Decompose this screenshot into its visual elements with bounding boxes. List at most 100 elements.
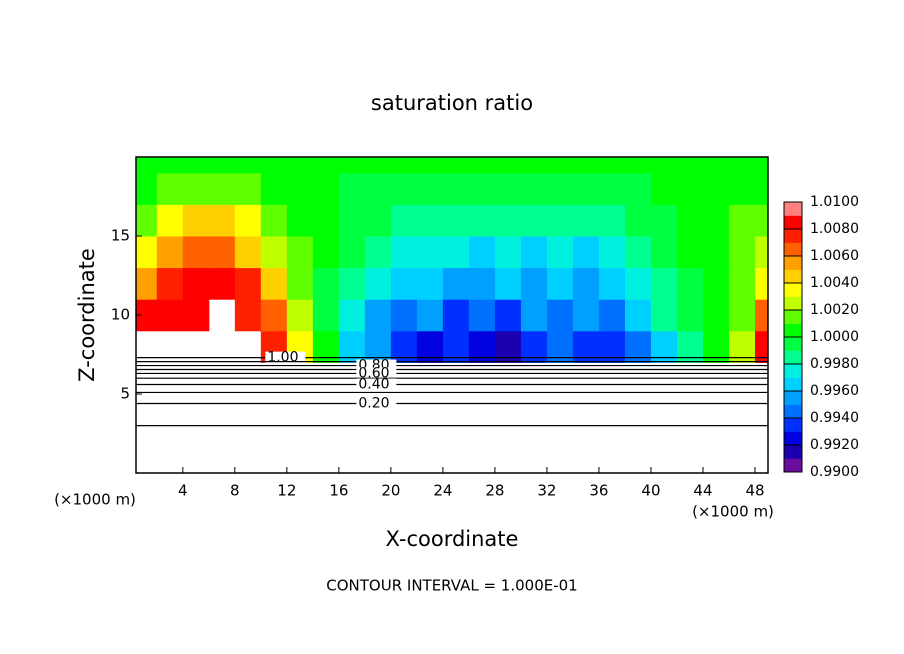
y-tick-label: 5 — [120, 385, 130, 403]
field-cell — [364, 157, 392, 174]
field-cell — [260, 267, 288, 300]
field-cell — [546, 157, 574, 174]
field-cell — [520, 267, 548, 300]
field-cell — [234, 267, 262, 300]
field-cell — [650, 157, 678, 174]
field-cell — [416, 157, 444, 174]
field-cell — [442, 204, 470, 237]
colorbar-band — [784, 229, 802, 243]
field-cell — [260, 299, 288, 332]
contour-label-bg — [356, 378, 397, 391]
field-cell — [546, 172, 574, 205]
field-cell — [754, 299, 768, 332]
field-cell — [494, 172, 522, 205]
field-cell — [312, 236, 340, 269]
field-cell — [650, 172, 678, 205]
field-cell — [728, 299, 756, 332]
field-cell — [338, 172, 366, 205]
field-cell — [572, 204, 600, 237]
y-axis-label: Z-coordinate — [75, 248, 99, 382]
colorbar-label: 1.0040 — [810, 275, 859, 291]
field-cell — [442, 236, 470, 269]
field-cell — [728, 172, 756, 205]
field-cell — [650, 267, 678, 300]
colorbar-band — [784, 283, 802, 297]
field-cell — [754, 267, 768, 300]
field-cell — [156, 204, 184, 237]
field-cell — [338, 157, 366, 174]
field-cell — [390, 267, 418, 300]
x-tick-label: 16 — [329, 482, 348, 500]
colorbar-label: 1.0060 — [810, 248, 859, 264]
field-cell — [598, 236, 626, 269]
field-cell — [728, 157, 756, 174]
field-cell — [702, 299, 730, 332]
colorbar-band — [784, 242, 802, 257]
x-unit: (×1000 m) — [54, 491, 136, 509]
field-cell — [286, 236, 314, 269]
field-cell — [208, 204, 236, 237]
field-cell — [520, 236, 548, 269]
field-cell — [442, 172, 470, 205]
colorbar-band — [784, 458, 802, 473]
field-cell — [312, 204, 340, 237]
field-cell — [676, 267, 704, 300]
field-cell — [364, 299, 392, 332]
field-cell — [728, 267, 756, 300]
field-cell — [156, 236, 184, 269]
colorbar-band — [784, 404, 802, 419]
field-cell — [416, 299, 444, 332]
contour-label: 0.40 — [358, 377, 389, 393]
colorbar-band — [784, 256, 802, 270]
field-cell — [702, 236, 730, 269]
field-cell — [624, 172, 652, 205]
field-cell — [416, 172, 444, 205]
field-cell — [182, 204, 210, 237]
field-cell — [702, 157, 730, 174]
field-cell — [546, 299, 574, 332]
x-tick-label: 12 — [277, 482, 296, 500]
field-cell — [338, 236, 366, 269]
field-cell — [390, 204, 418, 237]
contour-label-bg — [356, 397, 397, 410]
x-tick-label: 32 — [537, 482, 556, 500]
contour-label: 0.20 — [358, 395, 389, 411]
contour-label: 1.00 — [267, 350, 298, 366]
field-cell — [494, 267, 522, 300]
contour-label-bg — [265, 351, 306, 364]
field-cell — [754, 172, 768, 205]
field-cell — [390, 157, 418, 174]
field-cell — [676, 157, 704, 174]
field-cell — [754, 157, 768, 174]
contour-label-bg — [356, 367, 397, 380]
field-cell — [754, 330, 768, 363]
colorbar-band — [784, 202, 802, 216]
colorbar-label: 0.9980 — [810, 356, 859, 372]
field-cell — [702, 172, 730, 205]
field-cell — [156, 172, 184, 205]
field-cell — [364, 204, 392, 237]
field-cell — [208, 267, 236, 300]
field-cell — [136, 204, 158, 237]
colorbar-band — [784, 310, 802, 324]
field-cell — [182, 172, 210, 205]
field-cell — [624, 299, 652, 332]
field-cell — [234, 299, 262, 332]
field-cell — [494, 204, 522, 237]
field-cell — [136, 299, 158, 332]
field-cell — [650, 299, 678, 332]
x-tick-label: 28 — [485, 482, 504, 500]
field-cell — [312, 172, 340, 205]
field-cell — [416, 204, 444, 237]
field-cell — [260, 236, 288, 269]
y-tick-label: 15 — [111, 227, 130, 245]
x-tick-label: 20 — [381, 482, 400, 500]
colorbar-band — [784, 445, 802, 459]
field-cell — [494, 236, 522, 269]
x-tick-label: 4 — [178, 482, 188, 500]
colorbar-band — [784, 364, 802, 378]
field-cell — [624, 267, 652, 300]
field-cell — [494, 299, 522, 332]
field-cell — [286, 157, 314, 174]
field-cell — [136, 157, 158, 174]
